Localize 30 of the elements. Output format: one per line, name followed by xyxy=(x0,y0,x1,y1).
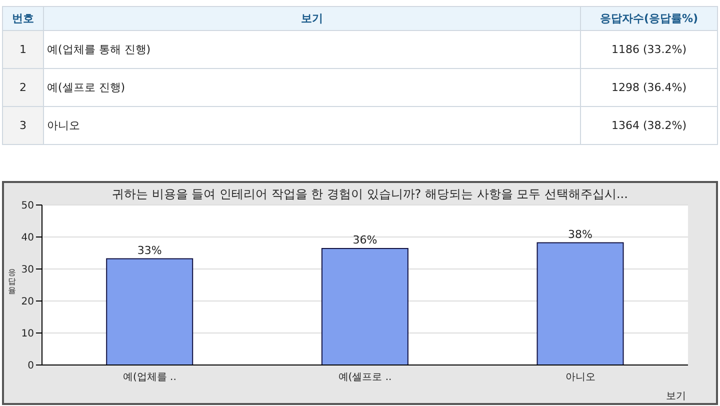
text: 아니오 xyxy=(44,106,580,144)
x-tick-label: 예(업체를 .. xyxy=(122,372,176,384)
chart-title: 귀하는 비용을 들여 인테리어 작업을 한 경험이 있습니까? 해당되는 사항을 모두 선택해주십시... xyxy=(112,187,628,201)
y-tick-label: 10 xyxy=(21,328,34,340)
text: 2 xyxy=(2,68,44,106)
data-label: 38% xyxy=(568,228,592,241)
text: 1186 (33.2%) xyxy=(580,30,718,68)
y-tick-label: 30 xyxy=(21,264,34,276)
y-axis-title: 응답율 xyxy=(8,268,16,295)
text: 예(셀프로 진행) xyxy=(44,68,580,106)
data-label: 36% xyxy=(352,234,378,247)
text: 1298 (36.4%) xyxy=(580,68,718,106)
x-tick-label: 아니오 xyxy=(565,372,596,384)
text: 보기 xyxy=(44,6,580,30)
data-label: 33% xyxy=(137,244,162,257)
text: 3 xyxy=(2,106,44,144)
bar xyxy=(321,248,408,365)
bar xyxy=(106,258,194,365)
text: 응답자수(응답률%) xyxy=(580,6,718,30)
x-axis-title: 보기 xyxy=(666,391,686,402)
bar xyxy=(536,242,624,365)
text: 번호 xyxy=(2,6,44,30)
x-tick-label: 예(셀프로 .. xyxy=(338,372,392,384)
y-tick-label: 0 xyxy=(28,360,34,372)
text: 1364 (38.2%) xyxy=(580,106,718,144)
text: 예(업체를 통해 진행) xyxy=(44,30,580,68)
y-tick-label: 20 xyxy=(21,296,34,308)
y-tick-label: 50 xyxy=(21,200,34,212)
y-tick-label: 40 xyxy=(21,232,34,244)
text: 1 xyxy=(2,30,44,68)
